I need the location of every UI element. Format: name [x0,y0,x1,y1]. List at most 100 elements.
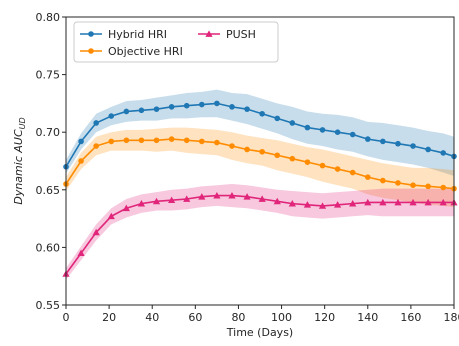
data-point [168,136,175,142]
data-point [318,202,327,209]
data-point [395,180,401,186]
data-point [138,137,145,144]
data-point [425,146,431,153]
data-point [123,137,130,144]
data-point [229,143,235,149]
data-point [349,169,356,176]
data-point [425,183,431,190]
data-point [93,143,99,149]
data-point [440,150,447,156]
data-point [334,166,341,172]
confidence-band [66,127,454,208]
plot-frame [65,16,455,306]
data-point [198,193,206,200]
series-markers [62,100,458,277]
data-point [153,137,160,144]
x-tick-label: 140 [357,311,378,324]
x-tick-label: 0 [63,311,70,324]
x-axis: 0 20 40 60 80 100 120 140 160 180 [63,305,459,324]
data-point [288,200,296,207]
data-point [379,198,387,206]
data-point [244,146,250,153]
data-point [244,106,250,112]
y-axis-title-subscript: UD [18,117,27,129]
data-point [259,110,265,117]
y-axis-title: Dynamic AUCUD [12,117,27,204]
data-point [122,204,130,212]
data-point [78,138,84,145]
legend-label: Objective HRI [108,45,183,58]
data-point [319,162,326,169]
y-tick-label: 0.55 [36,299,61,312]
x-tick-label: 20 [102,311,116,324]
data-point [395,140,401,147]
confidence-band [66,89,454,176]
data-point [304,124,311,131]
data-point [78,158,84,164]
data-point [364,198,372,206]
data-point [439,198,447,206]
data-point [199,101,205,108]
data-point [92,228,100,236]
data-point [107,212,115,220]
y-axis: 0.55 0.60 0.65 0.70 0.75 0.80 [36,11,66,312]
legend: Hybrid HRI Objective HRI PUSH [73,21,279,63]
data-point [88,48,94,54]
y-tick-label: 0.60 [36,241,61,254]
data-point [410,182,416,188]
data-point [380,177,386,184]
data-point [319,127,326,133]
legend-label: Hybrid HRI [108,28,167,41]
data-point [88,31,94,37]
data-point [199,138,205,145]
data-point [137,200,146,207]
y-axis-title-main: Dynamic AUC [12,129,25,205]
data-point [152,197,161,205]
data-point [183,195,191,202]
data-point [259,148,265,155]
x-tick-label: 180 [444,311,459,324]
data-point [394,198,402,206]
legend-frame [73,21,279,63]
data-point [214,100,220,107]
y-tick-label: 0.75 [36,69,61,82]
data-point [364,136,371,142]
confidence-bands [66,89,454,280]
x-tick-label: 100 [271,311,292,324]
data-point [168,196,176,204]
data-point [273,197,281,205]
data-point [214,139,220,146]
data-point [349,131,356,138]
data-point [108,113,115,119]
y-tick-label: 0.80 [36,11,61,24]
data-point [123,108,130,115]
data-point [440,184,447,191]
data-point [213,191,221,199]
data-point [409,198,417,206]
y-tick-label: 0.65 [36,184,61,197]
data-point [380,138,386,145]
data-point [258,195,266,202]
x-tick-label: 120 [314,311,335,324]
data-point [108,138,115,145]
x-tick-label: 60 [188,311,202,324]
data-point [93,120,99,126]
x-tick-label: 40 [145,311,159,324]
data-point [168,104,175,110]
data-point [274,152,281,159]
data-point [229,104,235,110]
data-point [334,201,342,208]
data-point [153,106,160,112]
data-point [349,200,357,207]
data-point [183,137,190,144]
data-point [334,129,341,135]
data-point [228,191,236,199]
data-point [77,249,85,257]
x-axis-title: Time (Days) [226,326,293,339]
legend-label: PUSH [226,28,256,41]
data-point [289,120,296,126]
x-tick-label: 160 [400,311,421,324]
data-point [138,107,145,114]
data-point [183,102,190,109]
